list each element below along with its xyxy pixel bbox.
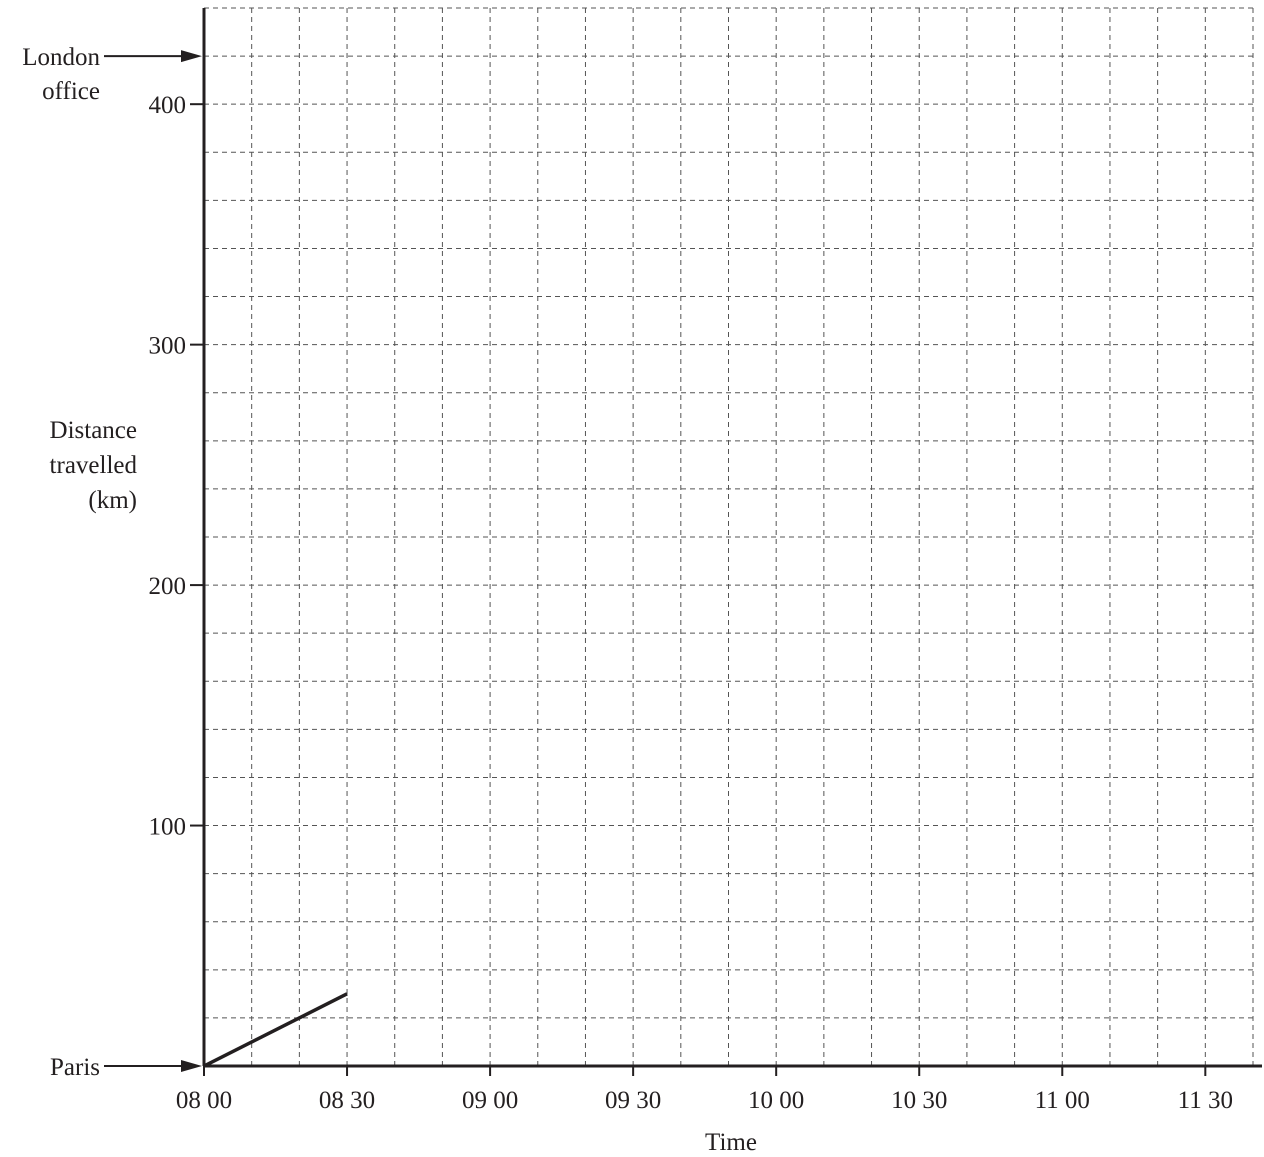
london-label-line: office (42, 78, 100, 105)
x-tick-label: 09 00 (462, 1087, 518, 1114)
x-tick-label: 10 00 (748, 1087, 804, 1114)
y-tick-label: 100 (149, 814, 187, 841)
y-axis-title-line: Distance (50, 417, 137, 444)
grid (204, 7, 1254, 1066)
x-tick-label: 08 00 (176, 1087, 232, 1114)
y-axis-title-line: travelled (50, 452, 138, 479)
y-axis-title: Distance travelled (km) (50, 417, 138, 514)
x-axis-title: Time (705, 1129, 757, 1156)
london-arrow-head (181, 50, 202, 63)
x-tick-label: 11 00 (1035, 1087, 1090, 1114)
series (203, 992, 348, 1068)
paris-arrow-head (181, 1060, 202, 1072)
series-line (203, 992, 348, 1068)
axes (202, 8, 1262, 1068)
y-tick-label: 300 (149, 333, 187, 360)
place-markers: Paris London office (22, 44, 202, 1081)
y-tick-label: 400 (149, 92, 187, 119)
x-tick-label: 11 30 (1178, 1087, 1233, 1114)
london-label-line: London (22, 44, 100, 71)
y-tick-label: 200 (149, 573, 187, 600)
x-tick-label: 08 30 (319, 1087, 375, 1114)
paris-label: Paris (50, 1054, 100, 1081)
x-tick-label: 10 30 (891, 1087, 947, 1114)
tick-labels: 08 00 08 30 09 00 09 30 10 00 10 30 11 00 11 30… (149, 92, 1233, 1114)
y-axis-title-line: (km) (88, 487, 137, 514)
paris-label-line: Paris (50, 1054, 100, 1081)
london-label: London office (22, 44, 100, 105)
x-tick-label: 09 30 (605, 1087, 661, 1114)
